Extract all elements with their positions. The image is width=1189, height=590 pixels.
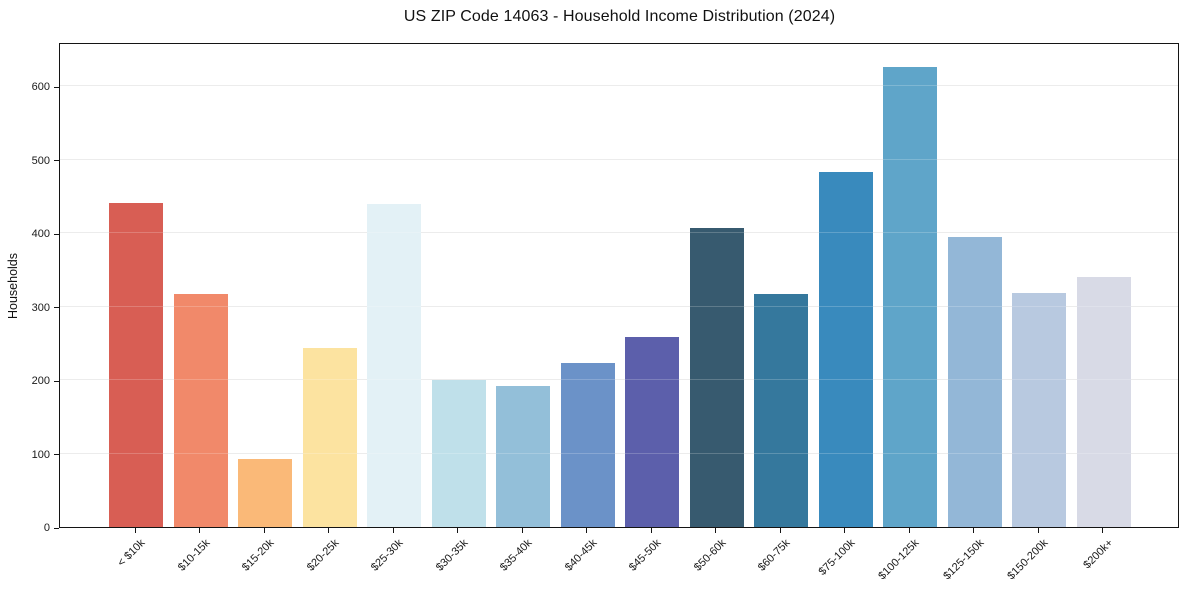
bar-15-20k: [238, 459, 293, 527]
x-tick-label-7: $40-45k: [562, 537, 600, 574]
x-tick-mark-14: [1037, 528, 1039, 533]
x-tick-label-1: $10-15k: [175, 537, 213, 574]
x-tick-mark-0: [134, 528, 136, 533]
bar-35-40k: [496, 385, 551, 527]
bar-150-200k: [1012, 293, 1067, 527]
x-tick-mark-15: [1102, 528, 1104, 533]
y-tick-mark-100: [54, 454, 59, 456]
x-tick-label-0: < $10k: [115, 537, 148, 570]
gridline-500: [60, 158, 1178, 160]
x-tick-mark-5: [457, 528, 459, 533]
y-tick-label-500: 500: [31, 154, 50, 167]
x-tick-mark-1: [199, 528, 201, 533]
x-tick-label-2: $15-20k: [240, 537, 277, 574]
x-tick-label-8: $45-50k: [627, 537, 664, 574]
x-tick-mark-10: [779, 528, 781, 533]
bar-75-100k: [818, 172, 873, 527]
bar-50-60k: [689, 227, 744, 527]
y-tick-mark-400: [54, 233, 59, 235]
bar-20-25k: [302, 347, 357, 527]
y-tick-mark-0: [54, 527, 59, 529]
y-axis-label: Households: [6, 253, 20, 320]
plot-area: [59, 43, 1179, 528]
bar-30-35k: [431, 380, 486, 527]
gridline-overlay-600: [60, 85, 1178, 87]
x-tick-label-5: $30-35k: [433, 537, 471, 574]
x-tick-mark-7: [586, 528, 588, 533]
gridline-200: [60, 379, 1178, 381]
gridline-overlay-100: [60, 452, 1178, 454]
x-tick-mark-9: [715, 528, 717, 533]
gridline-overlay-300: [60, 305, 1178, 307]
gridline-400: [60, 232, 1178, 234]
y-tick-label-300: 300: [31, 301, 50, 314]
x-tick-label-9: $50-60k: [691, 537, 729, 574]
x-tick-mark-2: [263, 528, 265, 533]
x-tick-label-13: $125-150k: [940, 537, 987, 583]
y-tick-mark-600: [54, 86, 59, 88]
x-tick-label-12: $100-125k: [876, 537, 922, 583]
chart-title: US ZIP Code 14063 - Household Income Dis…: [403, 8, 836, 25]
x-tick-label-4: $25-30k: [369, 537, 406, 574]
y-tick-mark-200: [54, 380, 59, 382]
x-tick-mark-12: [908, 528, 910, 533]
bar-25-30k: [367, 204, 422, 527]
bar-10-15k: [173, 294, 228, 527]
bar-10k: [109, 202, 164, 527]
x-tick-label-3: $20-25k: [304, 537, 342, 574]
y-tick-label-200: 200: [31, 375, 50, 388]
bar-40-45k: [560, 363, 615, 527]
y-tick-label-0: 0: [43, 522, 50, 534]
gridline-overlay-400: [60, 232, 1178, 234]
x-tick-mark-3: [328, 528, 330, 533]
bar-200k: [1076, 277, 1131, 527]
x-tick-label-14: $150-200k: [1005, 537, 1051, 583]
x-tick-mark-6: [521, 528, 523, 533]
x-tick-mark-11: [844, 528, 846, 533]
x-tick-label-15: $200k+: [1081, 537, 1116, 572]
gridline-600: [60, 85, 1178, 87]
x-tick-mark-4: [392, 528, 394, 533]
x-tick-mark-13: [973, 528, 975, 533]
y-tick-mark-500: [54, 160, 59, 162]
bar-125-150k: [947, 236, 1002, 527]
gridline-overlay-500: [60, 158, 1178, 160]
bar-100-125k: [883, 67, 938, 527]
gridline-overlay-200: [60, 379, 1178, 381]
bar-60-75k: [754, 294, 809, 527]
x-tick-mark-8: [650, 528, 652, 533]
bar-45-50k: [625, 336, 680, 527]
y-tick-label-600: 600: [31, 81, 50, 94]
y-tick-label-400: 400: [31, 228, 50, 241]
gridline-100: [60, 452, 1178, 454]
x-tick-label-10: $60-75k: [756, 537, 793, 574]
y-tick-mark-300: [54, 307, 59, 309]
x-tick-label-6: $35-40k: [498, 537, 535, 574]
gridline-300: [60, 305, 1178, 307]
x-tick-label-11: $75-100k: [816, 537, 858, 578]
y-tick-label-100: 100: [31, 448, 50, 461]
